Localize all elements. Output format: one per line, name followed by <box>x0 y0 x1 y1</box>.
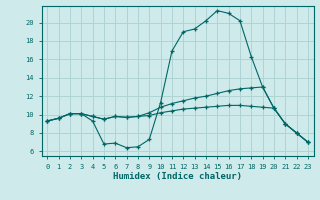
X-axis label: Humidex (Indice chaleur): Humidex (Indice chaleur) <box>113 172 242 181</box>
